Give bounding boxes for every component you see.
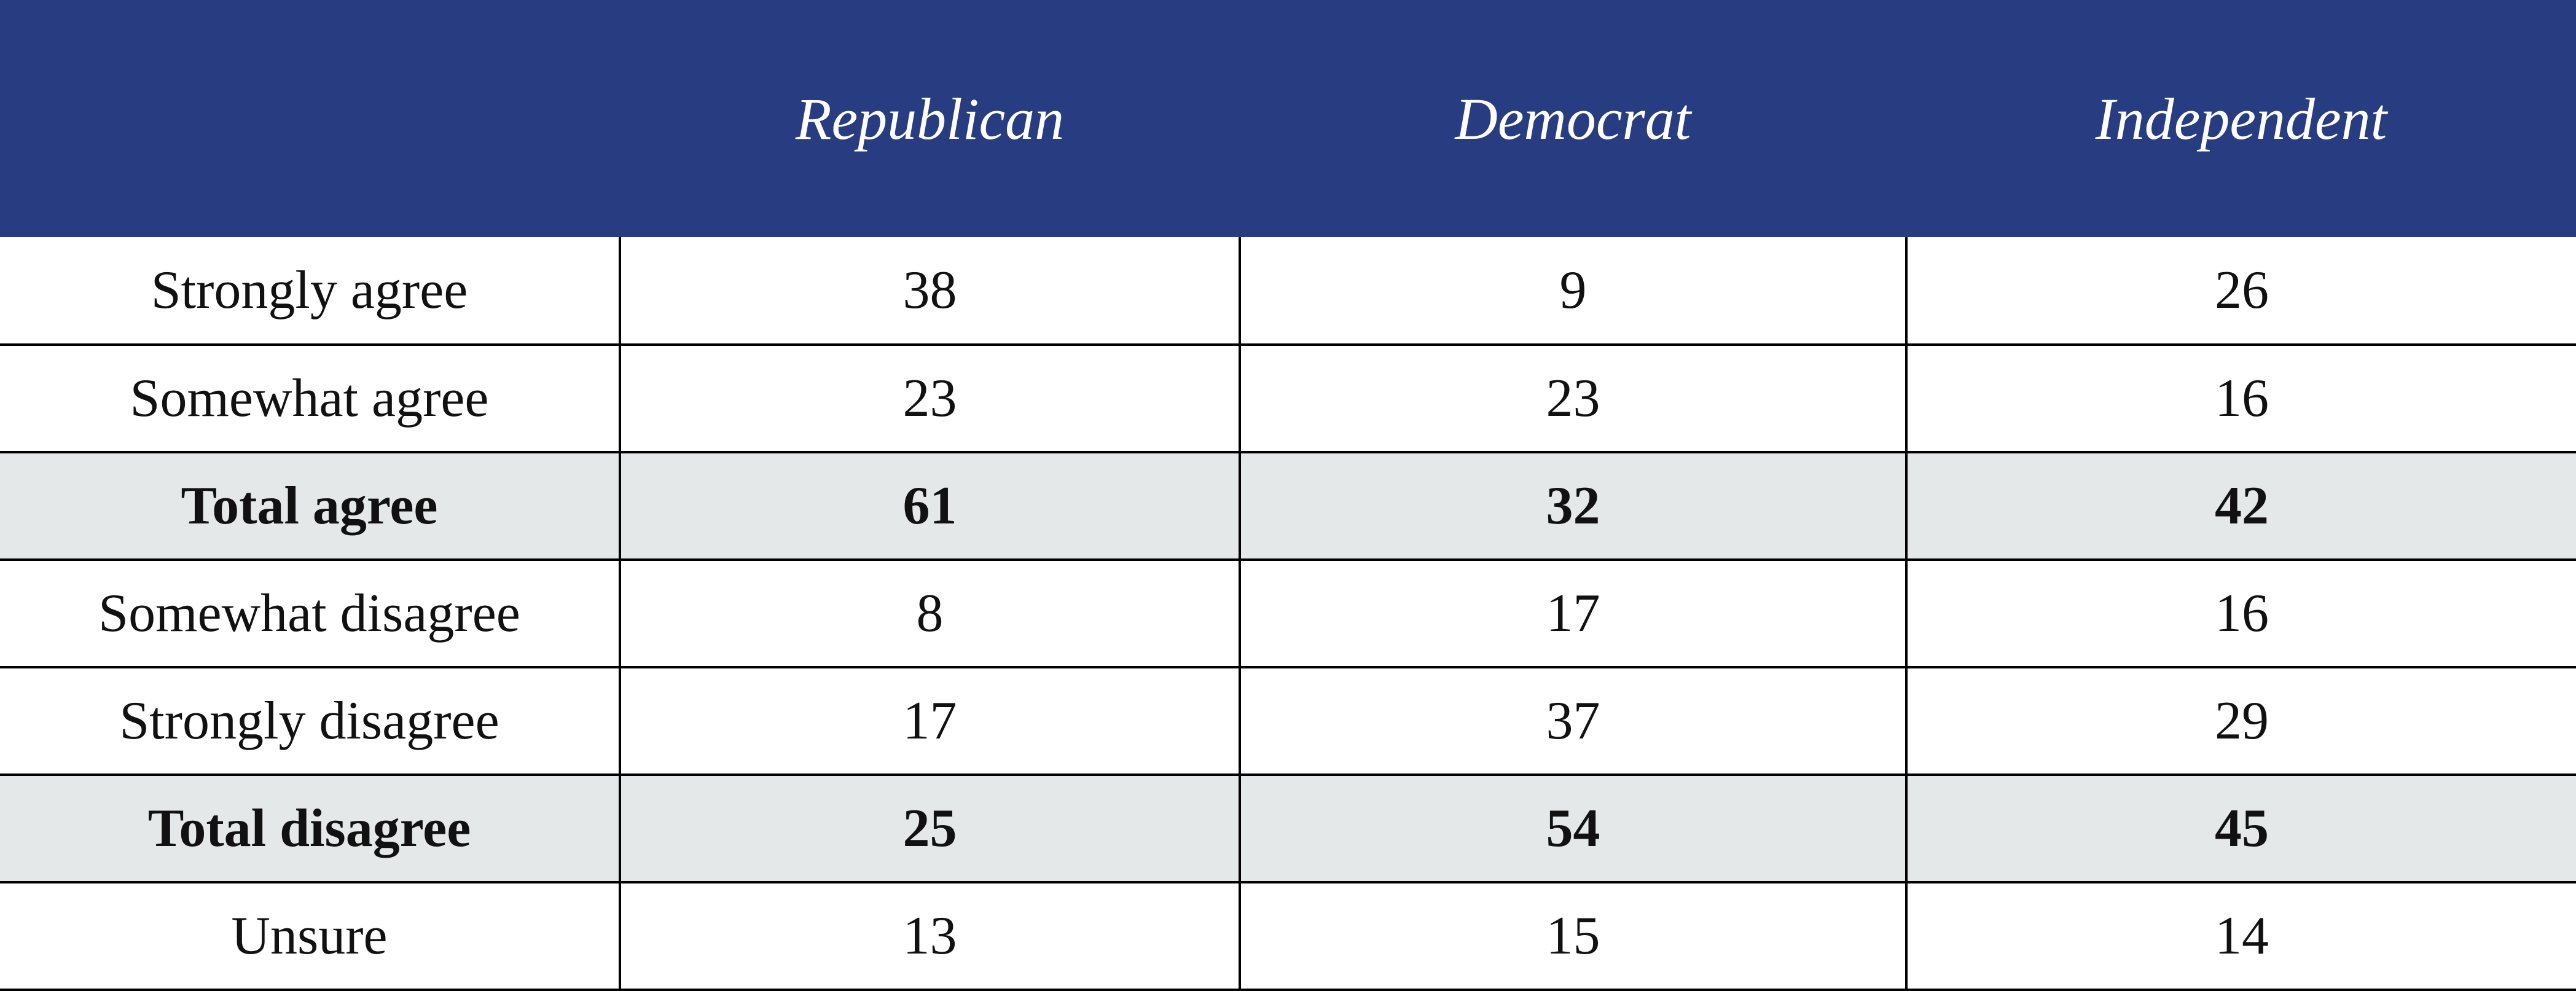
cell-democrat: 32 <box>1239 451 1908 561</box>
cell-democrat: 54 <box>1239 774 1908 883</box>
cell-independent: 16 <box>1905 558 2576 668</box>
cell-republican: 25 <box>619 774 1241 883</box>
total-row: Total agree 61 32 42 <box>0 451 2576 561</box>
cell-democrat: 23 <box>1239 343 1908 453</box>
table-row: Strongly disagree 17 37 29 <box>0 666 2576 776</box>
cell-independent: 16 <box>1905 343 2576 453</box>
cell-democrat: 37 <box>1239 666 1908 776</box>
row-label: Total disagree <box>0 774 621 883</box>
header-corner <box>0 0 620 237</box>
cell-republican: 23 <box>619 343 1241 453</box>
cell-republican: 61 <box>619 451 1241 561</box>
row-label: Total agree <box>0 451 621 561</box>
cell-republican: 8 <box>619 558 1241 668</box>
cell-independent: 45 <box>1905 774 2576 883</box>
column-header-republican: Republican <box>620 0 1240 237</box>
table-row: Somewhat agree 23 23 16 <box>0 343 2576 453</box>
row-label: Strongly disagree <box>0 666 621 776</box>
cell-democrat: 15 <box>1239 881 1908 991</box>
row-label: Somewhat agree <box>0 343 621 453</box>
cell-independent: 29 <box>1905 666 2576 776</box>
cell-independent: 14 <box>1905 881 2576 991</box>
cell-republican: 38 <box>619 237 1241 346</box>
table-row: Strongly agree 38 9 26 <box>0 237 2576 346</box>
column-header-democrat: Democrat <box>1240 0 1906 237</box>
cell-democrat: 17 <box>1239 558 1908 668</box>
row-label: Unsure <box>0 881 621 991</box>
total-row: Total disagree 25 54 45 <box>0 774 2576 883</box>
cell-republican: 17 <box>619 666 1241 776</box>
table-row: Somewhat disagree 8 17 16 <box>0 558 2576 668</box>
table-body: Strongly agree 38 9 26 Somewhat agree 23 23 16 T… <box>0 237 2576 991</box>
table-header: Republican Democrat Independent <box>0 0 2576 237</box>
header-row: Republican Democrat Independent <box>0 0 2576 237</box>
row-label: Somewhat disagree <box>0 558 621 668</box>
cell-independent: 26 <box>1905 237 2576 346</box>
column-header-independent: Independent <box>1906 0 2576 237</box>
cell-democrat: 9 <box>1239 237 1908 346</box>
table-row: Unsure 13 15 14 <box>0 881 2576 991</box>
row-label: Strongly agree <box>0 237 621 346</box>
cell-independent: 42 <box>1905 451 2576 561</box>
cell-republican: 13 <box>619 881 1241 991</box>
